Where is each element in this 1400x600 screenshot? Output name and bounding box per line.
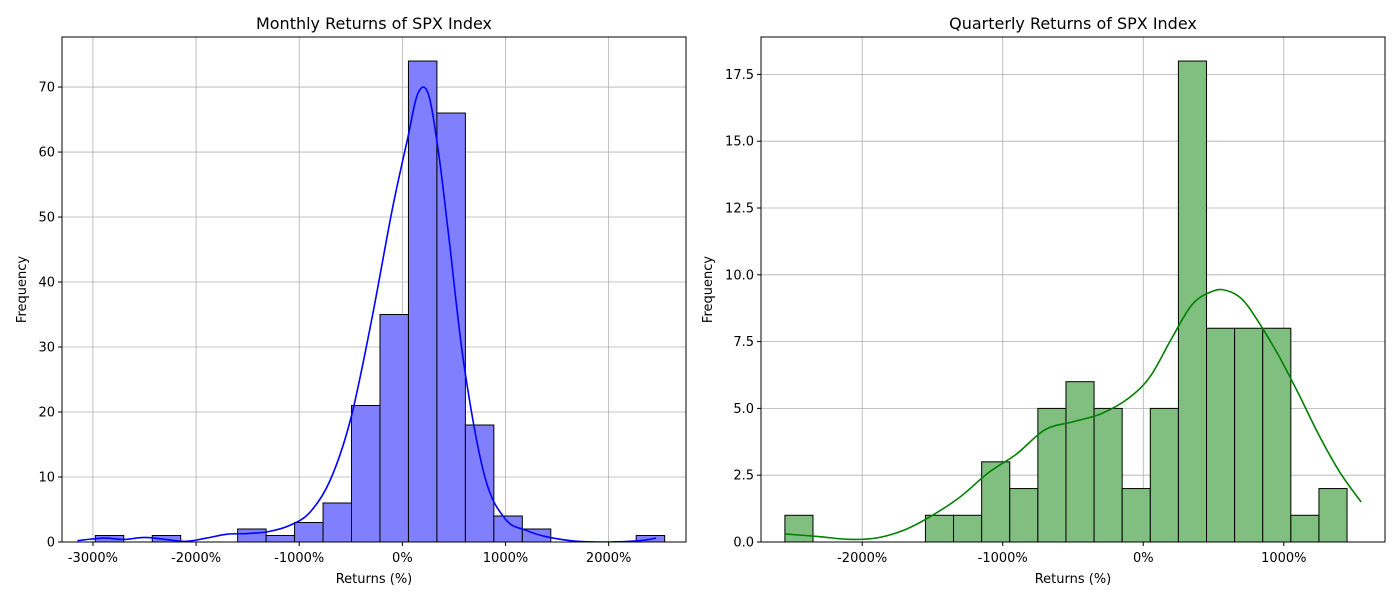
y-axis-label: Frequency: [15, 256, 30, 323]
y-tick-label: 40: [38, 276, 55, 291]
y-tick-label: 60: [38, 146, 55, 161]
y-tick-label: 2.5: [733, 469, 754, 484]
x-tick-label: -3000%: [68, 551, 118, 566]
x-axis: -2000% -1000% 0% 1000%: [837, 542, 1307, 566]
histogram-bar: [1009, 488, 1039, 542]
histogram-bar: [464, 424, 495, 542]
y-tick-label: 30: [38, 341, 55, 356]
y-tick-label: 7.5: [733, 335, 754, 350]
axes-frame: [760, 36, 1386, 543]
chart-title: Quarterly Returns of SPX Index: [949, 14, 1197, 33]
histogram-bars: [94, 60, 666, 542]
x-tick-label: -1000%: [274, 551, 324, 566]
y-tick-label: 0: [47, 536, 55, 551]
y-tick-label: 12.5: [725, 202, 754, 217]
histogram-bar: [784, 514, 814, 542]
y-tick-label: 5.0: [733, 402, 754, 417]
histogram-bar: [322, 502, 353, 542]
histogram-bar: [493, 515, 523, 542]
kde-line: [77, 86, 657, 542]
histogram-bar: [436, 112, 466, 542]
x-axis: -3000% -2000% -1000% 0% 1000% 2000%: [68, 542, 631, 566]
histogram-bar: [1093, 407, 1123, 542]
grid: [62, 37, 686, 543]
y-axis: 0.0 2.5 5.0 7.5 10.0 12.5 15.0 17.5: [725, 68, 761, 551]
histogram-bar: [1121, 488, 1151, 542]
x-tick-label: 1000%: [1261, 551, 1306, 566]
quarterly-returns-chart: -2000% -1000% 0% 1000% 0.0 2.5 5.0 7.5 10.0 12.5 1…: [701, 14, 1386, 587]
histogram-bar: [1037, 407, 1067, 542]
histogram-bar: [379, 314, 409, 542]
histogram-bar: [265, 535, 296, 542]
histogram-bar: [1177, 60, 1208, 542]
x-tick-label: 0%: [1133, 551, 1154, 566]
histogram-bar: [953, 514, 983, 542]
x-tick-label: 0%: [392, 551, 413, 566]
histogram-bar: [1206, 327, 1236, 542]
x-tick-label: 2000%: [586, 551, 631, 566]
histogram-bar: [237, 528, 267, 542]
histogram-bar: [294, 522, 324, 542]
histogram-bar: [351, 405, 381, 542]
kde-line: [784, 288, 1362, 541]
y-tick-label: 20: [38, 406, 55, 421]
chart-title: Monthly Returns of SPX Index: [256, 14, 492, 33]
y-tick-label: 0.0: [733, 536, 754, 551]
y-tick-label: 17.5: [725, 68, 754, 83]
x-tick-label: -2000%: [837, 551, 887, 566]
y-tick-label: 50: [38, 211, 55, 226]
x-axis-label: Returns (%): [336, 572, 413, 587]
histogram-bar: [1065, 381, 1095, 542]
axes-frame: [61, 36, 687, 543]
y-tick-label: 70: [38, 81, 55, 96]
histogram-bars: [784, 60, 1348, 542]
x-tick-label: -1000%: [978, 551, 1028, 566]
histogram-bar: [1262, 327, 1292, 542]
monthly-returns-chart: -3000% -2000% -1000% 0% 1000% 2000% 0 10 20 30 40 5…: [15, 14, 687, 587]
histogram-bar: [1234, 327, 1264, 542]
y-tick-label: 15.0: [725, 135, 754, 150]
y-axis-label: Frequency: [701, 256, 716, 323]
x-axis-label: Returns (%): [1035, 572, 1112, 587]
y-tick-label: 10.0: [725, 268, 754, 283]
x-tick-label: 1000%: [483, 551, 528, 566]
y-axis: 0 10 20 30 40 50 60 70: [38, 81, 62, 551]
histogram-bar: [924, 514, 955, 542]
histogram-bar: [1290, 514, 1320, 542]
histogram-bar: [1318, 488, 1348, 542]
histogram-bar: [1149, 407, 1179, 542]
x-tick-label: -2000%: [171, 551, 221, 566]
histogram-bar: [407, 60, 438, 542]
y-tick-label: 10: [38, 471, 55, 486]
